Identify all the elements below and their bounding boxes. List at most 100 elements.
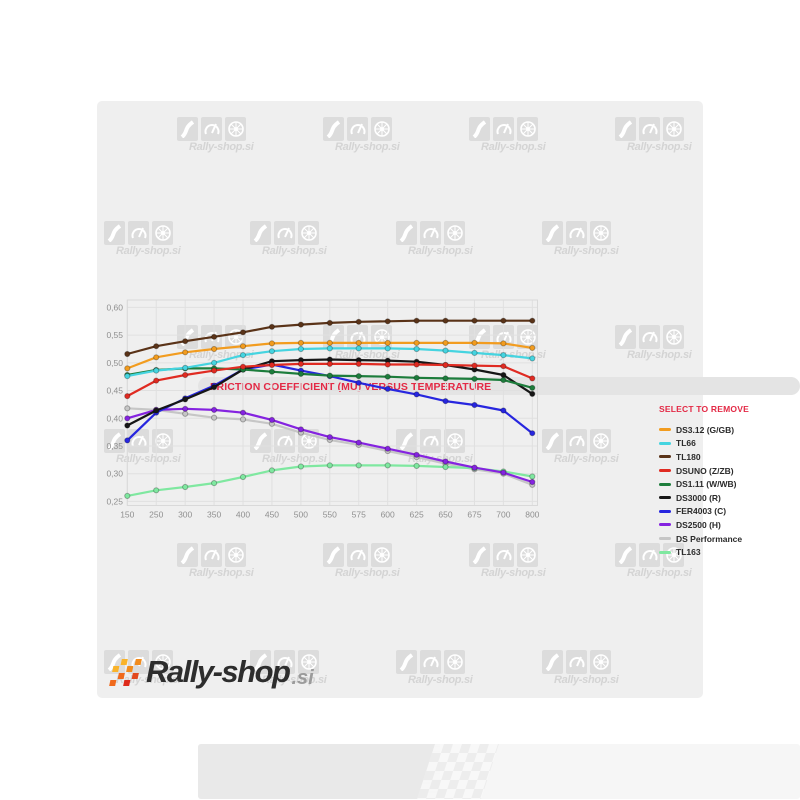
legend-item[interactable]: DS3000 (R)	[659, 491, 789, 505]
watermark-icons	[323, 117, 473, 141]
road-icon	[250, 221, 271, 245]
watermark-text: Rally-shop.si	[335, 567, 400, 579]
legend-label: DS3.12 (G/GB)	[676, 424, 735, 435]
gauge-icon	[639, 117, 660, 141]
watermark-tile: Rally-shop.si	[542, 429, 692, 465]
wheel-icon	[663, 543, 684, 567]
road-icon	[177, 543, 198, 567]
watermark-icons	[177, 543, 327, 567]
watermark-text: Rally-shop.si	[627, 349, 692, 361]
wheel-icon	[663, 117, 684, 141]
legend-item[interactable]: DS1.11 (W/WB)	[659, 477, 789, 491]
legend-swatch	[659, 496, 671, 500]
watermark-text: Rally-shop.si	[116, 245, 181, 257]
legend-label: DSUNO (Z/ZB)	[676, 465, 734, 476]
gauge-icon	[347, 117, 368, 141]
watermark-tile: Rally-shop.si	[615, 117, 765, 153]
watermark-tile: Rally-shop.si	[469, 325, 619, 361]
watermark-icons	[469, 117, 619, 141]
wheel-icon	[225, 543, 246, 567]
watermark-text: Rally-shop.si	[554, 245, 619, 257]
gauge-icon	[420, 650, 441, 674]
watermark-tile: Rally-shop.si	[396, 221, 546, 257]
legend-item[interactable]: TL66	[659, 437, 789, 451]
gauge-icon	[274, 221, 295, 245]
wheel-icon	[298, 650, 319, 674]
watermark-text: Rally-shop.si	[116, 453, 181, 465]
watermark-icons	[469, 325, 619, 349]
legend-swatch	[659, 550, 671, 554]
chart-title-bar: FRICTION COEFFICIENT (MU) VERSUS TEMPERA…	[198, 377, 800, 395]
legend-item[interactable]: DS Performance	[659, 532, 789, 546]
legend-item[interactable]: DS3.12 (G/GB)	[659, 423, 789, 437]
road-icon	[104, 221, 125, 245]
legend-item[interactable]: DS2500 (H)	[659, 518, 789, 532]
gauge-icon	[347, 543, 368, 567]
legend-item[interactable]: FER4003 (C)	[659, 505, 789, 519]
watermark-icons	[396, 650, 546, 674]
road-icon	[177, 325, 198, 349]
wheel-icon	[517, 117, 538, 141]
road-icon	[177, 117, 198, 141]
logo-text: Rally-shop	[146, 654, 291, 689]
watermark-text: Rally-shop.si	[262, 674, 327, 686]
wheel-icon	[444, 221, 465, 245]
background-panel: Rally-shop.si Rally-shop.si Rally-shop.si R…	[97, 101, 800, 799]
chart-title: FRICTION COEFFICIENT (MU) VERSUS TEMPERA…	[210, 381, 492, 393]
wheel-icon	[517, 325, 538, 349]
road-icon	[250, 650, 271, 674]
watermark-tile: Rally-shop.si	[250, 429, 400, 465]
road-icon	[542, 429, 563, 453]
road-icon	[615, 117, 636, 141]
gauge-icon	[493, 543, 514, 567]
wheel-icon	[371, 325, 392, 349]
logo-domain-suffix: .si	[291, 667, 314, 689]
legend-item[interactable]: DSUNO (Z/ZB)	[659, 464, 789, 478]
wheel-icon	[298, 429, 319, 453]
watermark-text: Rally-shop.si	[189, 349, 254, 361]
wheel-icon	[444, 429, 465, 453]
legend-item[interactable]: TL180	[659, 450, 789, 464]
road-icon	[615, 325, 636, 349]
wheel-icon	[663, 325, 684, 349]
watermark-tile: Rally-shop.si	[177, 543, 327, 579]
gauge-icon	[274, 650, 295, 674]
gauge-icon	[493, 325, 514, 349]
watermark-tile: Rally-shop.si	[615, 543, 765, 579]
gauge-icon	[274, 429, 295, 453]
watermark-text: Rally-shop.si	[335, 141, 400, 153]
watermark-text: Rally-shop.si	[189, 567, 254, 579]
wheel-icon	[590, 221, 611, 245]
watermark-text: Rally-shop.si	[627, 141, 692, 153]
watermark-icons	[542, 221, 692, 245]
gauge-icon	[128, 221, 149, 245]
legend-item[interactable]: TL163	[659, 545, 789, 559]
wheel-icon	[371, 543, 392, 567]
gauge-icon	[201, 543, 222, 567]
watermark-text: Rally-shop.si	[554, 453, 619, 465]
road-icon	[396, 650, 417, 674]
road-icon	[323, 543, 344, 567]
legend-swatch	[659, 523, 671, 527]
rally-shop-logo[interactable]: Rally-shop .si	[109, 651, 314, 693]
road-icon	[469, 543, 490, 567]
legend-label: TL180	[676, 451, 701, 462]
wheel-icon	[152, 650, 173, 674]
watermark-text: Rally-shop.si	[189, 141, 254, 153]
watermark-icons	[396, 221, 546, 245]
watermark-icons	[323, 543, 473, 567]
legend-label: DS1.11 (W/WB)	[676, 479, 737, 490]
watermark-tile: Rally-shop.si	[396, 429, 546, 465]
gauge-icon	[493, 117, 514, 141]
wheel-icon	[590, 429, 611, 453]
gauge-icon	[420, 221, 441, 245]
gauge-icon	[566, 429, 587, 453]
watermark-tile: Rally-shop.si	[177, 325, 327, 361]
watermark-tile: Rally-shop.si	[323, 543, 473, 579]
legend: SELECT TO REMOVE DS3.12 (G/GB) TL66 TL180 D…	[659, 404, 789, 559]
watermark-tile: Rally-shop.si	[250, 650, 400, 686]
road-icon	[542, 221, 563, 245]
legend-label: DS Performance	[676, 533, 743, 544]
road-icon	[396, 429, 417, 453]
wheel-icon	[517, 543, 538, 567]
